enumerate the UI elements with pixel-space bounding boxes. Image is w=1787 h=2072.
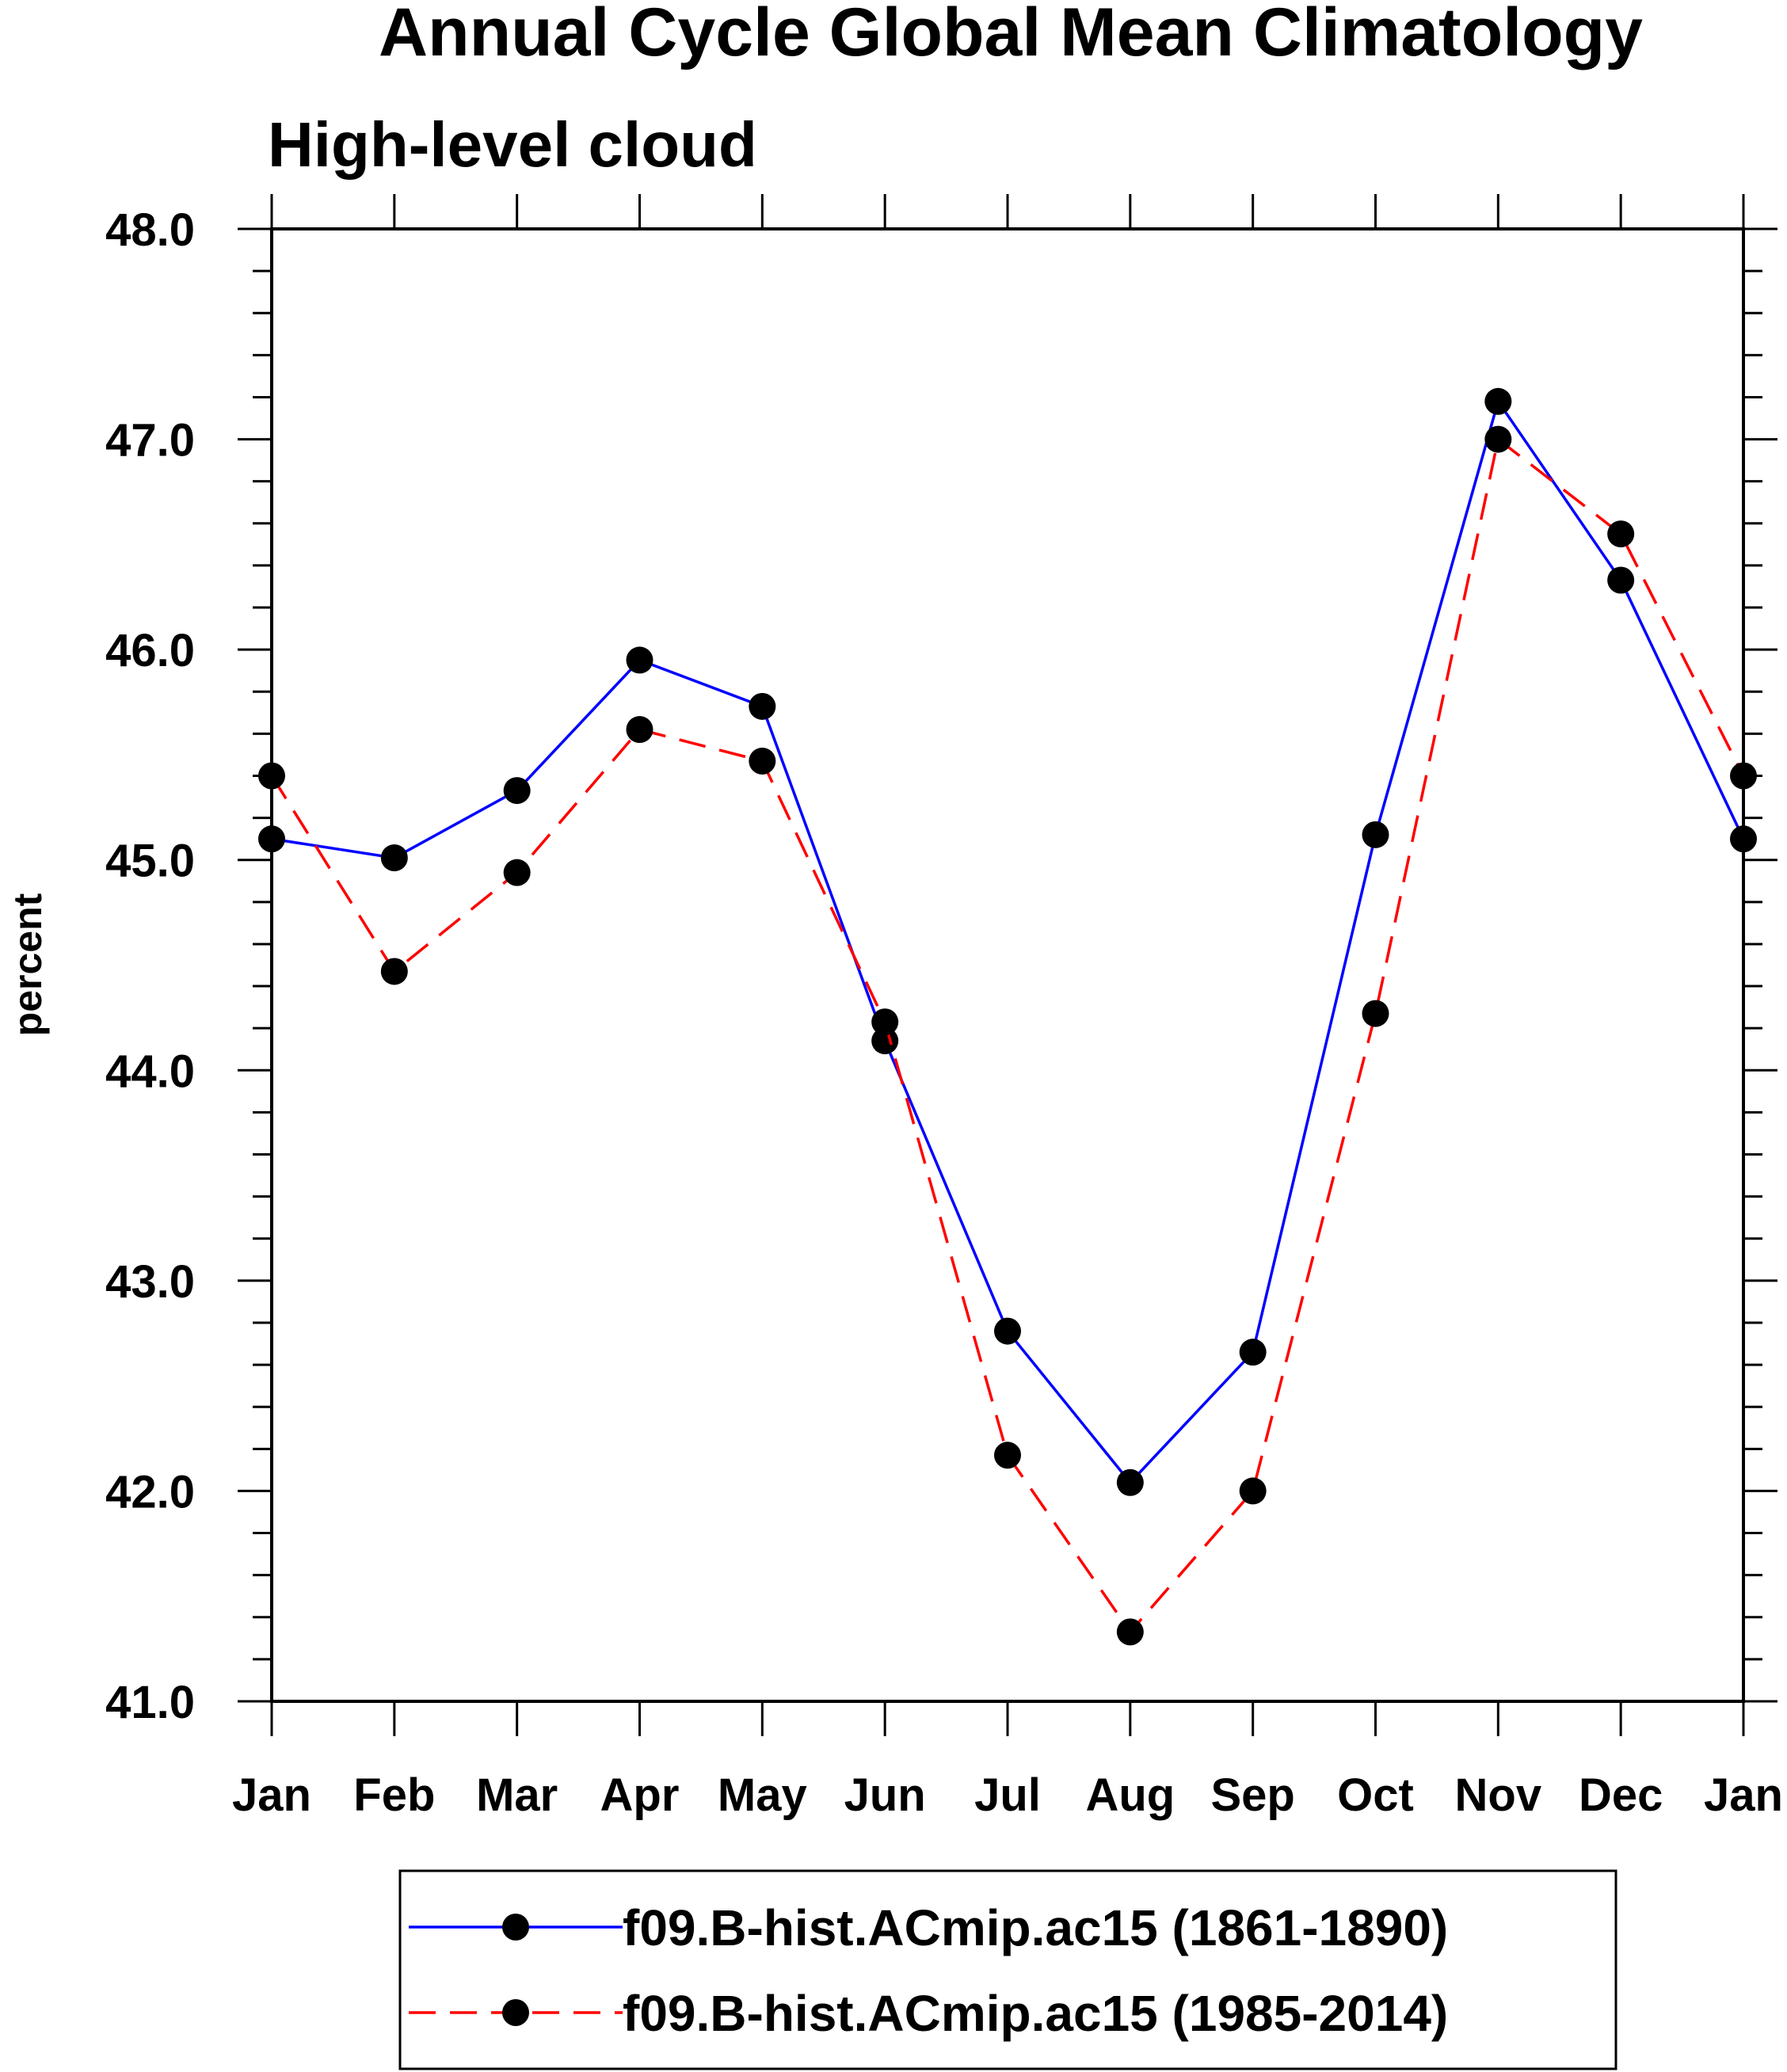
data-point <box>380 844 408 872</box>
legend-label-series-1: f09.B-hist.ACmip.ac15 (1861-1890) <box>623 1899 1448 1956</box>
data-point <box>380 958 408 985</box>
x-tick-label: Feb <box>353 1769 435 1821</box>
series-group <box>258 387 1757 1646</box>
chart-title: Annual Cycle Global Mean Climatology <box>379 0 1643 70</box>
legend: f09.B-hist.ACmip.ac15 (1861-1890) f09.B-… <box>398 1869 1617 2070</box>
y-tick-label: 42.0 <box>105 1466 195 1518</box>
y-tick-label: 47.0 <box>105 415 195 467</box>
x-tick-label: Dec <box>1579 1769 1663 1821</box>
x-tick-label: Nov <box>1455 1769 1542 1821</box>
y-tick-label: 43.0 <box>105 1256 195 1308</box>
x-tick-label: Mar <box>476 1769 558 1821</box>
data-point <box>1362 1000 1389 1027</box>
data-point <box>1607 520 1635 548</box>
data-point <box>258 762 285 790</box>
data-point <box>1239 1339 1267 1366</box>
data-point <box>749 747 776 775</box>
y-tick-label: 41.0 <box>105 1677 195 1728</box>
data-point <box>1607 566 1635 594</box>
data-point <box>1116 1618 1144 1646</box>
legend-marker-series-1 <box>502 1914 529 1941</box>
data-point <box>1730 762 1757 790</box>
data-point <box>1239 1477 1267 1505</box>
data-point <box>749 692 776 720</box>
x-tick-label: Jun <box>844 1769 926 1821</box>
y-axis-label: percent <box>6 893 50 1036</box>
x-tick-label: Apr <box>600 1769 680 1821</box>
data-point <box>994 1442 1021 1469</box>
y-tick-labels: 41.0 42.0 43.0 44.0 45.0 46.0 47.0 48.0 <box>105 204 195 1728</box>
x-tick-label: May <box>718 1769 807 1821</box>
legend-label-series-2: f09.B-hist.ACmip.ac15 (1985-2014) <box>623 1985 1448 2042</box>
data-point <box>871 1027 899 1055</box>
data-point <box>1362 821 1389 848</box>
y-tick-label: 48.0 <box>105 204 195 256</box>
y-tick-label: 46.0 <box>105 625 195 676</box>
data-point <box>994 1317 1021 1345</box>
data-point <box>626 716 653 744</box>
data-point <box>258 825 285 853</box>
data-point <box>1484 387 1512 415</box>
data-point <box>503 859 531 886</box>
axis-ticks <box>238 194 1777 1736</box>
x-tick-label: Jan <box>1704 1769 1783 1821</box>
x-tick-labels: Jan Feb Mar Apr May Jun Jul Aug Sep Oct Nov Dec Jan <box>232 1769 1783 1821</box>
legend-box <box>398 1869 1617 2070</box>
y-tick-label: 45.0 <box>105 836 195 887</box>
data-point <box>626 646 653 674</box>
plot-frame <box>270 227 1745 1703</box>
data-point <box>871 1008 899 1036</box>
x-tick-label: Jul <box>974 1769 1041 1821</box>
chart-subtitle: High-level cloud <box>268 109 757 180</box>
x-tick-label: Jan <box>232 1769 311 1821</box>
data-point <box>1484 425 1512 453</box>
data-point <box>1730 825 1757 853</box>
x-tick-label: Oct <box>1337 1769 1414 1821</box>
x-tick-label: Sep <box>1210 1769 1294 1821</box>
y-tick-label: 44.0 <box>105 1046 195 1097</box>
legend-marker-series-2 <box>502 1999 529 2026</box>
x-tick-label: Aug <box>1085 1769 1175 1821</box>
data-point <box>503 777 531 805</box>
data-point <box>1116 1468 1144 1496</box>
